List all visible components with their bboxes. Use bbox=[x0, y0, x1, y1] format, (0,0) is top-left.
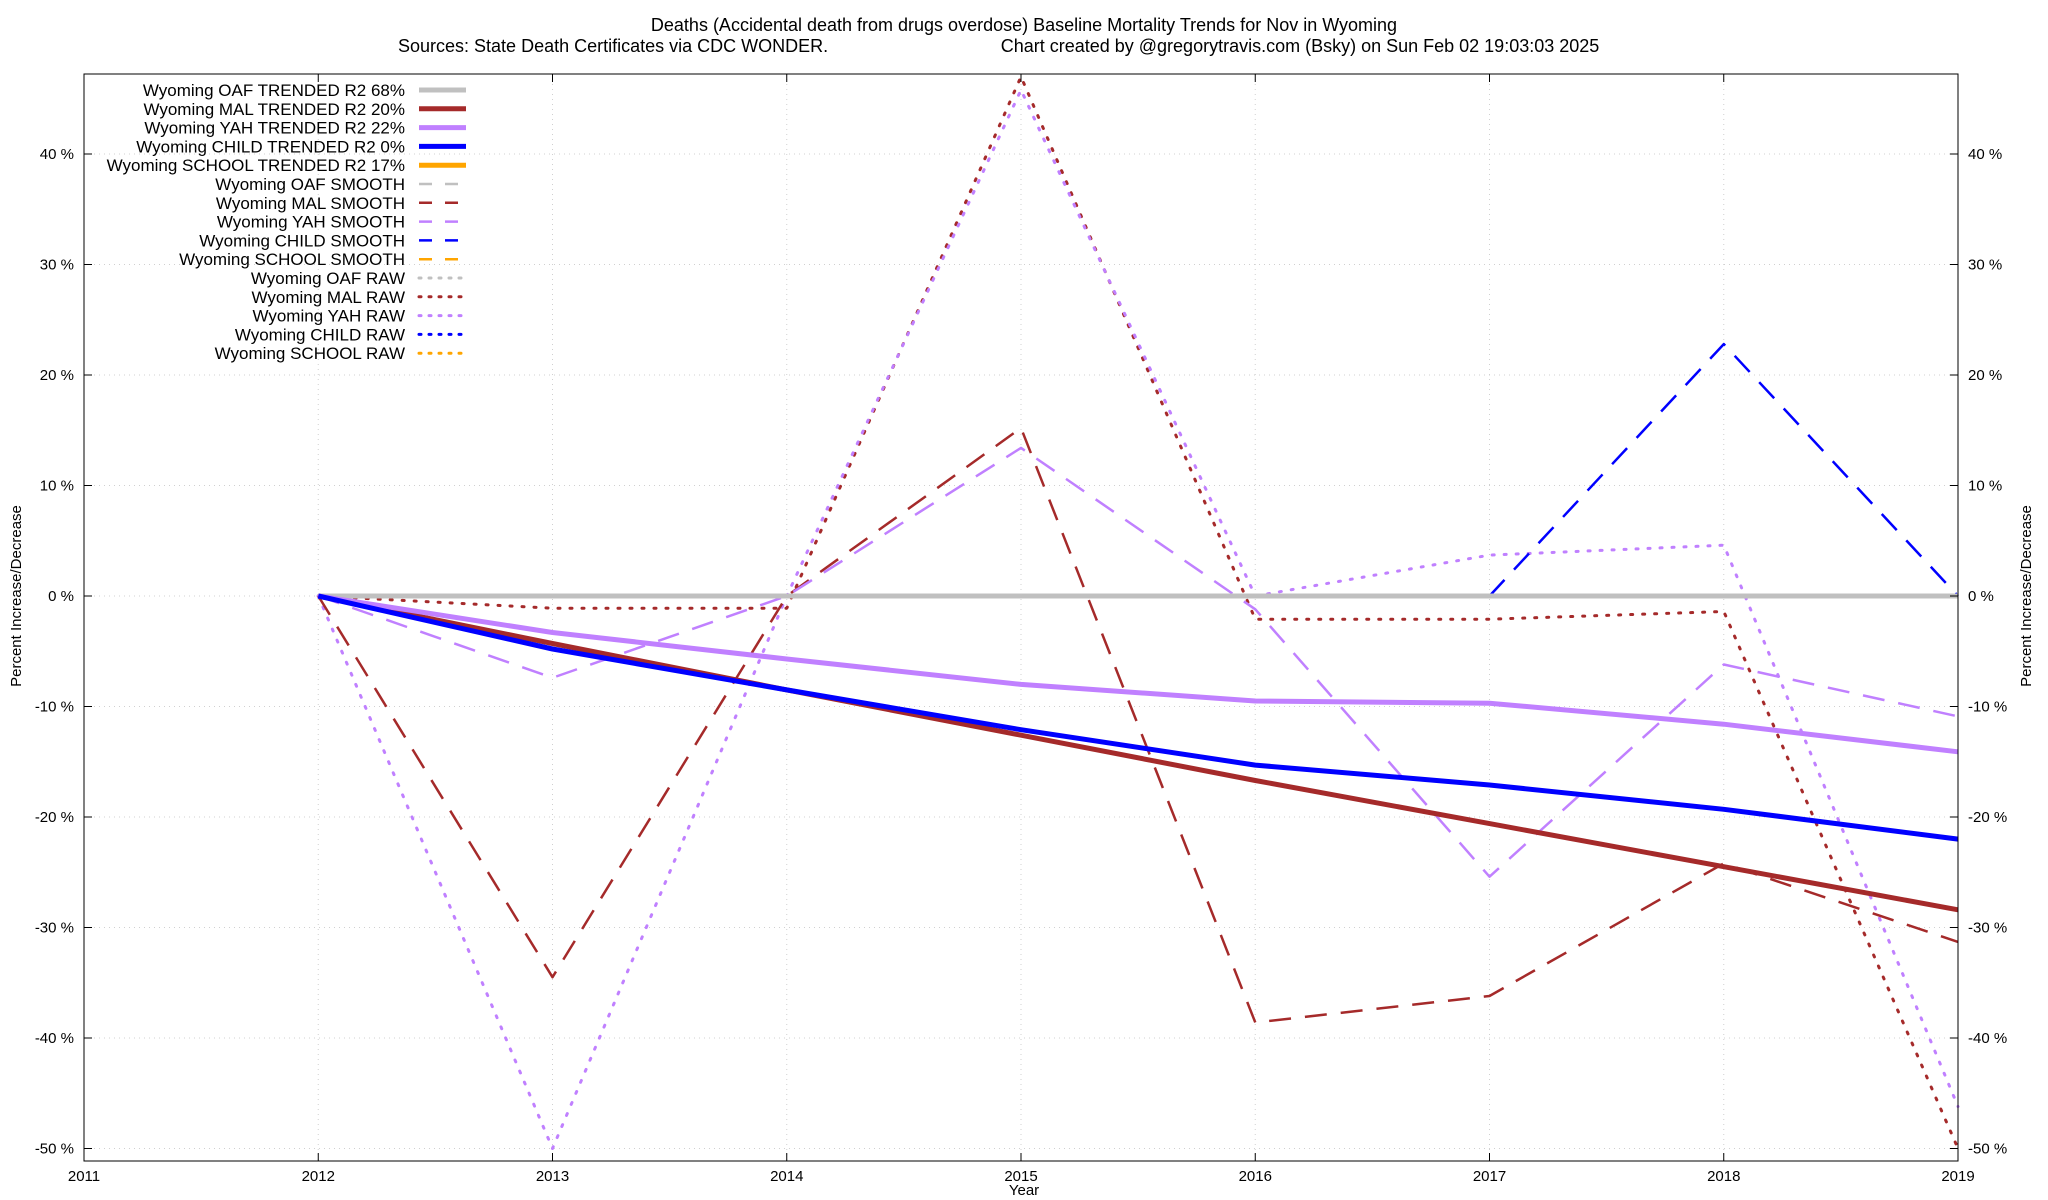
x-tick-label: 2013 bbox=[536, 1168, 569, 1185]
series-line-8 bbox=[1488, 342, 1959, 597]
chart-subtitle-source: Sources: State Death Certificates via CD… bbox=[398, 36, 828, 56]
y-tick-label-right: 10 % bbox=[1968, 478, 2002, 495]
y-tick-label-left: 10 % bbox=[40, 478, 74, 495]
y-tick-label-left: 40 % bbox=[40, 146, 74, 163]
y-tick-label-right: -40 % bbox=[1968, 1030, 2007, 1047]
y-tick-label-left: -40 % bbox=[35, 1030, 74, 1047]
y-axis-label-right: Percent Increase/Decrease bbox=[2018, 505, 2035, 687]
legend-label: Wyoming MAL RAW bbox=[252, 288, 406, 307]
legend-label: Wyoming YAH RAW bbox=[252, 307, 405, 326]
y-tick-label-left: -20 % bbox=[35, 809, 74, 826]
x-tick-label: 2017 bbox=[1473, 1168, 1506, 1185]
x-tick-label: 2019 bbox=[1941, 1168, 1974, 1185]
y-tick-label-left: -30 % bbox=[35, 920, 74, 937]
axis-ticks: 2011 2012 2013 2014 2015 2016 2017 2018 2019 -50 … bbox=[35, 74, 2007, 1185]
series-line-7 bbox=[317, 446, 1959, 878]
legend-label: Wyoming SCHOOL SMOOTH bbox=[179, 250, 405, 269]
legend-label: Wyoming MAL TRENDED R2 20% bbox=[143, 100, 405, 119]
y-tick-label-left: -50 % bbox=[35, 1141, 74, 1158]
legend-label: Wyoming OAF SMOOTH bbox=[215, 175, 405, 194]
legend-label: Wyoming CHILD TRENDED R2 0% bbox=[136, 137, 405, 156]
y-tick-label-left: -10 % bbox=[35, 699, 74, 716]
series-line-1 bbox=[317, 593, 1959, 913]
legend-label: Wyoming MAL SMOOTH bbox=[216, 194, 405, 213]
y-tick-label-left: 20 % bbox=[40, 367, 74, 384]
chart-title: Deaths (Accidental death from drugs over… bbox=[651, 15, 1397, 35]
x-axis-label: Year bbox=[1009, 1182, 1039, 1199]
series-line-11 bbox=[316, 75, 1960, 1150]
chart-subtitle-credit: Chart created by @gregorytravis.com (Bsk… bbox=[1001, 36, 1600, 56]
y-axis-label-left: Percent Increase/Decrease bbox=[8, 505, 25, 687]
y-tick-label-right: -20 % bbox=[1968, 809, 2007, 826]
series-line-6 bbox=[317, 426, 1959, 1024]
y-tick-label-right: 40 % bbox=[1968, 146, 2002, 163]
x-tick-label: 2011 bbox=[68, 1168, 100, 1185]
x-tick-label: 2016 bbox=[1239, 1168, 1272, 1185]
y-tick-label-right: -30 % bbox=[1968, 920, 2007, 937]
legend-label: Wyoming SCHOOL TRENDED R2 17% bbox=[107, 156, 405, 175]
legend-label: Wyoming CHILD SMOOTH bbox=[199, 231, 405, 250]
legend-label: Wyoming OAF RAW bbox=[251, 269, 405, 288]
y-tick-label-right: -10 % bbox=[1968, 699, 2007, 716]
series-line-3 bbox=[317, 593, 1959, 842]
x-tick-label: 2012 bbox=[302, 1168, 335, 1185]
x-tick-label: 2015 bbox=[1004, 1168, 1037, 1185]
legend-label: Wyoming YAH TRENDED R2 22% bbox=[144, 119, 405, 138]
series-line-2 bbox=[317, 593, 1959, 755]
legend-label: Wyoming OAF TRENDED R2 68% bbox=[143, 81, 405, 100]
series-layer bbox=[316, 75, 1960, 1150]
y-tick-label-right: 30 % bbox=[1968, 257, 2002, 274]
y-tick-label-left: 0 % bbox=[48, 588, 74, 605]
x-tick-label: 2014 bbox=[770, 1168, 803, 1185]
y-tick-label-right: -50 % bbox=[1968, 1141, 2007, 1158]
legend: Wyoming OAF TRENDED R2 68%Wyoming MAL TR… bbox=[107, 81, 468, 363]
legend-label: Wyoming YAH SMOOTH bbox=[217, 213, 405, 232]
y-tick-label-right: 20 % bbox=[1968, 367, 2002, 384]
y-tick-label-left: 30 % bbox=[40, 257, 74, 274]
series-line-12 bbox=[316, 88, 1960, 1150]
x-tick-label: 2018 bbox=[1707, 1168, 1740, 1185]
y-tick-label-right: 0 % bbox=[1968, 588, 1994, 605]
legend-label: Wyoming SCHOOL RAW bbox=[215, 344, 405, 363]
legend-label: Wyoming CHILD RAW bbox=[235, 325, 405, 344]
